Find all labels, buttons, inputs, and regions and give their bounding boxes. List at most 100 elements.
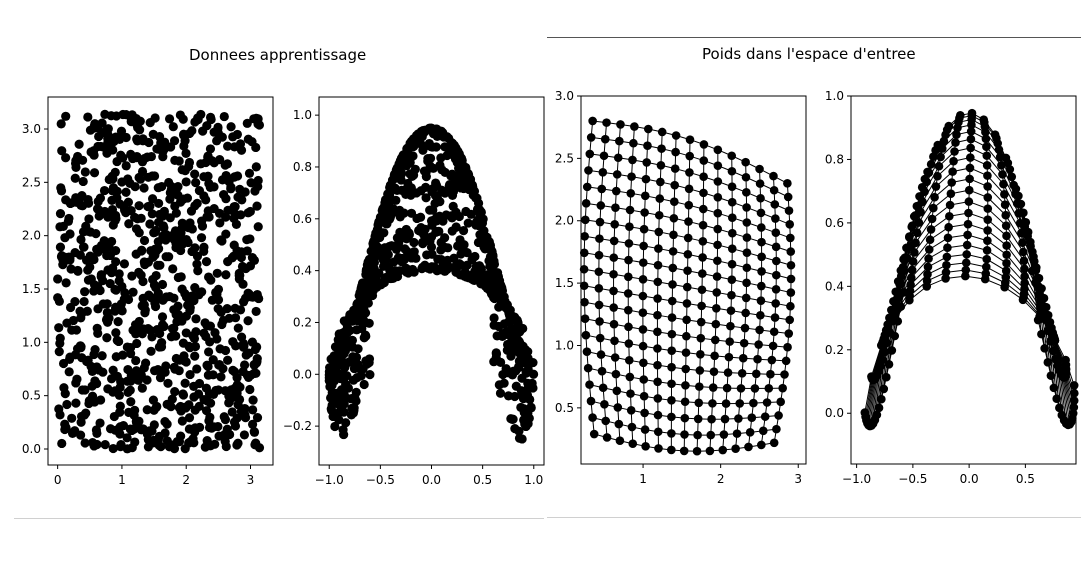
- x-tick-label: −0.5: [898, 472, 927, 486]
- data-point: [113, 317, 123, 327]
- data-point: [1018, 295, 1028, 305]
- data-point: [742, 263, 752, 273]
- data-point: [741, 293, 751, 303]
- data-point: [1020, 264, 1029, 274]
- data-point: [168, 122, 178, 132]
- data-point: [108, 443, 118, 454]
- data-point: [713, 208, 723, 218]
- data-point: [359, 333, 369, 343]
- data-point: [739, 338, 749, 348]
- data-point: [203, 272, 214, 282]
- data-point: [205, 398, 216, 408]
- data-point: [595, 333, 605, 343]
- data-point: [926, 159, 936, 169]
- data-point: [341, 330, 351, 340]
- data-point: [683, 266, 692, 276]
- data-point: [741, 157, 750, 167]
- data-point: [483, 283, 493, 293]
- data-point: [630, 122, 639, 131]
- data-point: [171, 353, 181, 364]
- data-point: [61, 111, 71, 121]
- data-point: [771, 242, 781, 252]
- data-point: [64, 213, 74, 224]
- data-point: [242, 235, 252, 245]
- axes-frame: [47, 96, 274, 466]
- data-point: [685, 135, 695, 144]
- data-point: [169, 293, 179, 303]
- data-point: [727, 166, 737, 176]
- data-point: [89, 150, 99, 160]
- data-point: [163, 378, 173, 388]
- data-point: [588, 116, 597, 126]
- data-point: [153, 237, 163, 247]
- data-point: [760, 412, 770, 421]
- data-point: [68, 315, 79, 326]
- data-point: [143, 202, 153, 212]
- data-point: [783, 192, 793, 202]
- data-point: [488, 251, 498, 262]
- data-point: [134, 201, 144, 211]
- data-point: [506, 414, 516, 424]
- data-point: [236, 332, 247, 342]
- data-point: [154, 440, 164, 450]
- data-point: [981, 134, 991, 144]
- data-point: [948, 167, 957, 176]
- data-point: [130, 182, 140, 192]
- data-point: [138, 293, 148, 303]
- data-point: [900, 253, 910, 262]
- data-point: [727, 182, 737, 192]
- data-point: [581, 330, 591, 340]
- data-point: [93, 328, 103, 339]
- data-point: [757, 281, 766, 291]
- data-point: [757, 252, 766, 262]
- data-point: [160, 137, 170, 147]
- data-point: [436, 245, 446, 255]
- data-point: [220, 436, 230, 446]
- data-point: [116, 299, 126, 309]
- data-point: [784, 329, 794, 338]
- data-point: [1069, 396, 1079, 405]
- data-point: [203, 171, 213, 181]
- data-point: [768, 341, 778, 351]
- data-point: [80, 438, 90, 448]
- data-point: [427, 220, 437, 230]
- data-point: [653, 277, 663, 287]
- data-point: [431, 227, 441, 237]
- data-point: [108, 365, 118, 375]
- right-panel-title: Poids dans l'espace d'entree: [702, 45, 916, 63]
- data-point: [123, 197, 134, 207]
- data-point: [410, 164, 420, 174]
- data-point: [401, 267, 412, 277]
- data-point: [85, 251, 95, 261]
- data-point: [1002, 250, 1011, 260]
- data-point: [611, 186, 621, 196]
- data-point: [138, 324, 149, 334]
- data-point: [142, 405, 152, 415]
- data-point: [639, 358, 648, 368]
- data-point: [150, 301, 161, 312]
- data-point: [182, 193, 193, 203]
- data-point: [586, 396, 596, 406]
- data-point: [171, 208, 181, 218]
- data-point: [615, 436, 625, 446]
- data-point: [595, 317, 604, 326]
- data-point: [667, 396, 676, 405]
- data-point: [966, 143, 975, 153]
- data-point: [174, 156, 184, 166]
- data-point: [639, 375, 649, 384]
- data-point: [492, 331, 502, 341]
- data-point: [348, 311, 358, 321]
- data-point: [653, 294, 662, 303]
- data-point: [580, 314, 590, 324]
- data-point: [517, 434, 527, 444]
- data-point: [878, 355, 887, 365]
- data-point: [685, 151, 695, 161]
- data-point: [437, 185, 447, 195]
- data-point: [628, 439, 638, 449]
- data-point: [638, 308, 648, 318]
- y-tick-label: 2.5: [22, 175, 41, 189]
- data-point: [999, 179, 1008, 189]
- data-point: [514, 362, 524, 373]
- data-point: [55, 242, 66, 252]
- data-point: [612, 386, 622, 396]
